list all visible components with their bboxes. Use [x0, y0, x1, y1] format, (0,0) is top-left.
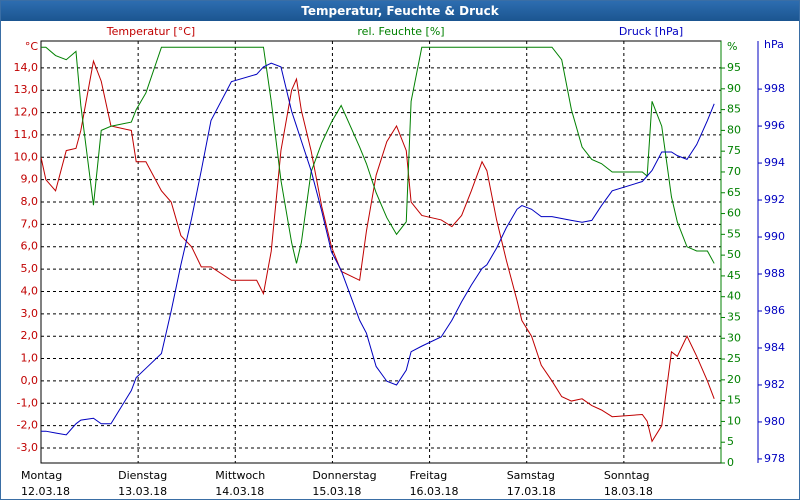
x-tick-date: 13.03.18	[118, 485, 167, 498]
y3-tick-label: 994	[764, 156, 785, 169]
x-tick-date: 15.03.18	[312, 485, 361, 498]
x-tick-label: Freitag	[410, 469, 448, 482]
y3-tick-label: 982	[764, 378, 785, 391]
series-line	[41, 59, 715, 443]
y-unit: °C	[25, 40, 39, 53]
x-tick-label: Samstag	[507, 469, 555, 482]
y3-tick-label: 990	[764, 230, 785, 243]
x-tick-date: 17.03.18	[507, 485, 556, 498]
y-tick-label: 14,0	[14, 61, 39, 74]
series-line	[41, 46, 715, 264]
y-tick-label: 9,0	[21, 173, 39, 186]
x-tick-label: Dienstag	[118, 469, 167, 482]
x-tick-date: 12.03.18	[21, 485, 70, 498]
y3-tick-label: 998	[764, 82, 785, 95]
y2-tick-label: 40	[727, 290, 741, 303]
x-tick-label: Mittwoch	[215, 469, 265, 482]
y2-tick-label: 45	[727, 269, 741, 282]
y-tick-label: 12,0	[14, 106, 39, 119]
legend-label: Druck [hPa]	[619, 25, 683, 38]
y3-tick-label: 984	[764, 341, 785, 354]
y2-tick-label: 65	[727, 186, 741, 199]
y2-tick-label: 5	[727, 435, 734, 448]
y2-tick-label: 20	[727, 373, 741, 386]
y2-tick-label: 80	[727, 123, 741, 136]
y2-tick-label: 30	[727, 331, 741, 344]
y-tick-label: -3,0	[17, 441, 38, 454]
y-tick-label: 4,0	[21, 284, 39, 297]
y2-tick-label: 25	[727, 352, 741, 365]
y3-tick-label: 978	[764, 452, 785, 465]
series-line	[41, 62, 715, 436]
title-bar: Temperatur, Feuchte & Druck	[1, 1, 799, 21]
y2-tick-label: 55	[727, 227, 741, 240]
y3-tick-label: 988	[764, 267, 785, 280]
y2-tick-label: 95	[727, 61, 741, 74]
y-tick-label: 10,0	[14, 150, 39, 163]
y2-tick-label: 90	[727, 82, 741, 95]
y2-tick-label: 35	[727, 310, 741, 323]
y-tick-label: 7,0	[21, 217, 39, 230]
y-tick-label: 8,0	[21, 195, 39, 208]
y3-tick-label: 986	[764, 304, 785, 317]
x-tick-label: Donnerstag	[312, 469, 376, 482]
y2-tick-label: 60	[727, 207, 741, 220]
x-tick-date: 16.03.18	[410, 485, 459, 498]
y2-unit: %	[727, 40, 737, 53]
y2-tick-label: 10	[727, 414, 741, 427]
plot-frame	[40, 40, 722, 464]
y-tick-label: 11,0	[14, 128, 39, 141]
y3-tick-label: 980	[764, 415, 785, 428]
y2-tick-label: 50	[727, 248, 741, 261]
legend-label: Temperatur [°C]	[106, 25, 195, 38]
y3-tick-label: 996	[764, 119, 785, 132]
y2-tick-label: 0	[727, 456, 734, 469]
y2-tick-label: 85	[727, 103, 741, 116]
y-tick-label: 5,0	[21, 262, 39, 275]
chart-title: Temperatur, Feuchte & Druck	[301, 4, 499, 18]
y3-unit: hPa	[764, 38, 784, 51]
x-tick-date: 14.03.18	[215, 485, 264, 498]
y2-tick-label: 75	[727, 144, 741, 157]
y-tick-label: -2,0	[17, 419, 38, 432]
y-tick-label: 13,0	[14, 83, 39, 96]
y-tick-label: 0,0	[21, 374, 39, 387]
y-tick-label: 6,0	[21, 240, 39, 253]
y2-tick-label: 15	[727, 394, 741, 407]
chart: -3,0 -2,0 -1,0 0,0 1,0 2,0 3,0 4,0 5,0 6,0 7,0 8,0 9…	[14, 25, 786, 498]
y-tick-label: 1,0	[21, 352, 39, 365]
x-tick-date: 18.03.18	[604, 485, 653, 498]
y2-tick-label: 70	[727, 165, 741, 178]
y-tick-label: 3,0	[21, 307, 39, 320]
x-tick-label: Montag	[21, 469, 62, 482]
y-tick-label: -1,0	[17, 396, 38, 409]
y3-tick-label: 992	[764, 193, 785, 206]
legend-label: rel. Feuchte [%]	[357, 25, 444, 38]
x-tick-label: Sonntag	[604, 469, 650, 482]
y-tick-label: 2,0	[21, 329, 39, 342]
